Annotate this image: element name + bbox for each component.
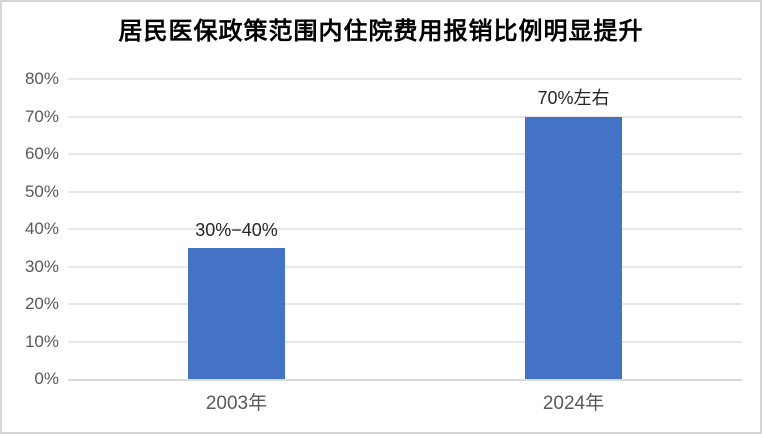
chart-title: 居民医保政策范围内住院费用报销比例明显提升 xyxy=(118,18,644,45)
x-axis-tick-label: 2003年 xyxy=(205,393,268,414)
gridline xyxy=(68,228,742,230)
gridline xyxy=(68,340,742,343)
x-axis-tick-label: 2024年 xyxy=(542,393,605,414)
bar-2024年 xyxy=(525,116,622,379)
y-axis-tick-label: 60% xyxy=(24,144,59,163)
y-axis-tick-label: 70% xyxy=(24,106,59,126)
y-axis: 0% 10% 20% 30% 40% 50% 60% 70% 80% xyxy=(2,69,59,388)
bar-value-label: 70%左右 xyxy=(537,87,610,108)
gridline xyxy=(68,190,742,193)
y-axis-tick-label: 40% xyxy=(24,219,59,238)
y-axis-tick-label: 20% xyxy=(24,294,59,313)
plot-area: 30%−40% 70%左右 xyxy=(68,78,742,381)
gridline xyxy=(68,78,742,80)
y-axis-tick-label: 80% xyxy=(24,69,59,88)
gridline xyxy=(68,115,742,118)
bar-value-label: 30%−40% xyxy=(195,219,278,240)
gridline xyxy=(68,303,742,305)
gridline xyxy=(68,153,742,155)
x-axis: 2003年 2024年 xyxy=(68,389,742,419)
y-axis-tick-label: 30% xyxy=(24,256,59,276)
y-axis-tick-label: 10% xyxy=(24,331,59,351)
y-axis-tick-label: 0% xyxy=(34,369,59,388)
gridline xyxy=(68,265,742,268)
y-axis-tick-label: 50% xyxy=(24,181,59,201)
bar-2003年 xyxy=(188,247,285,379)
